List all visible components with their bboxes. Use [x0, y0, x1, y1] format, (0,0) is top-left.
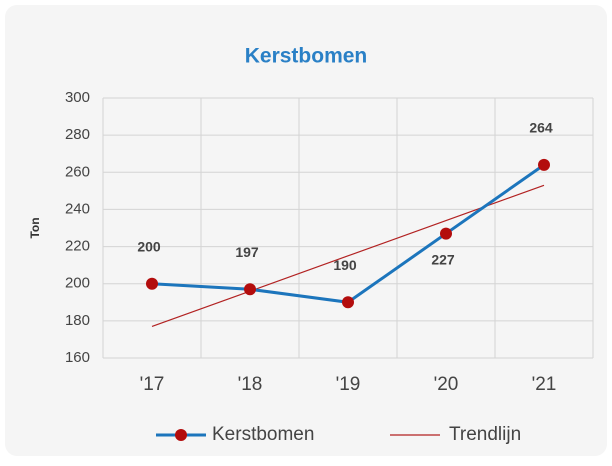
chart-title: Kerstbomen [245, 45, 368, 68]
y-tick-label: 160 [65, 349, 90, 366]
legend-label: Trendlijn [449, 424, 521, 445]
legend-marker [175, 429, 187, 441]
data-point [538, 158, 550, 171]
y-tick-label: 220 [65, 238, 90, 255]
data-label: 227 [431, 251, 455, 267]
y-tick-label: 280 [65, 126, 90, 143]
data-label: 200 [137, 238, 161, 254]
x-tick-label: '20 [434, 374, 459, 395]
data-label: 197 [235, 244, 259, 260]
data-point [342, 296, 354, 309]
trend-line [151, 184, 545, 327]
data-label: 264 [529, 120, 553, 136]
data-label: 190 [333, 257, 357, 273]
y-tick-label: 240 [65, 200, 90, 217]
x-tick-label: '17 [140, 374, 165, 395]
y-tick-label: 300 [65, 89, 90, 106]
legend-label: Kerstbomen [212, 424, 314, 445]
x-tick-label: '19 [336, 374, 361, 395]
y-tick-label: 200 [65, 275, 90, 292]
y-axis-label: Ton [28, 217, 42, 238]
x-tick-label: '18 [238, 374, 263, 395]
data-point [440, 227, 452, 240]
data-point [244, 283, 256, 296]
y-tick-label: 180 [65, 312, 90, 329]
card [5, 5, 607, 456]
x-tick-label: '21 [532, 374, 557, 395]
y-tick-label: 260 [65, 163, 90, 180]
data-point [146, 277, 158, 290]
